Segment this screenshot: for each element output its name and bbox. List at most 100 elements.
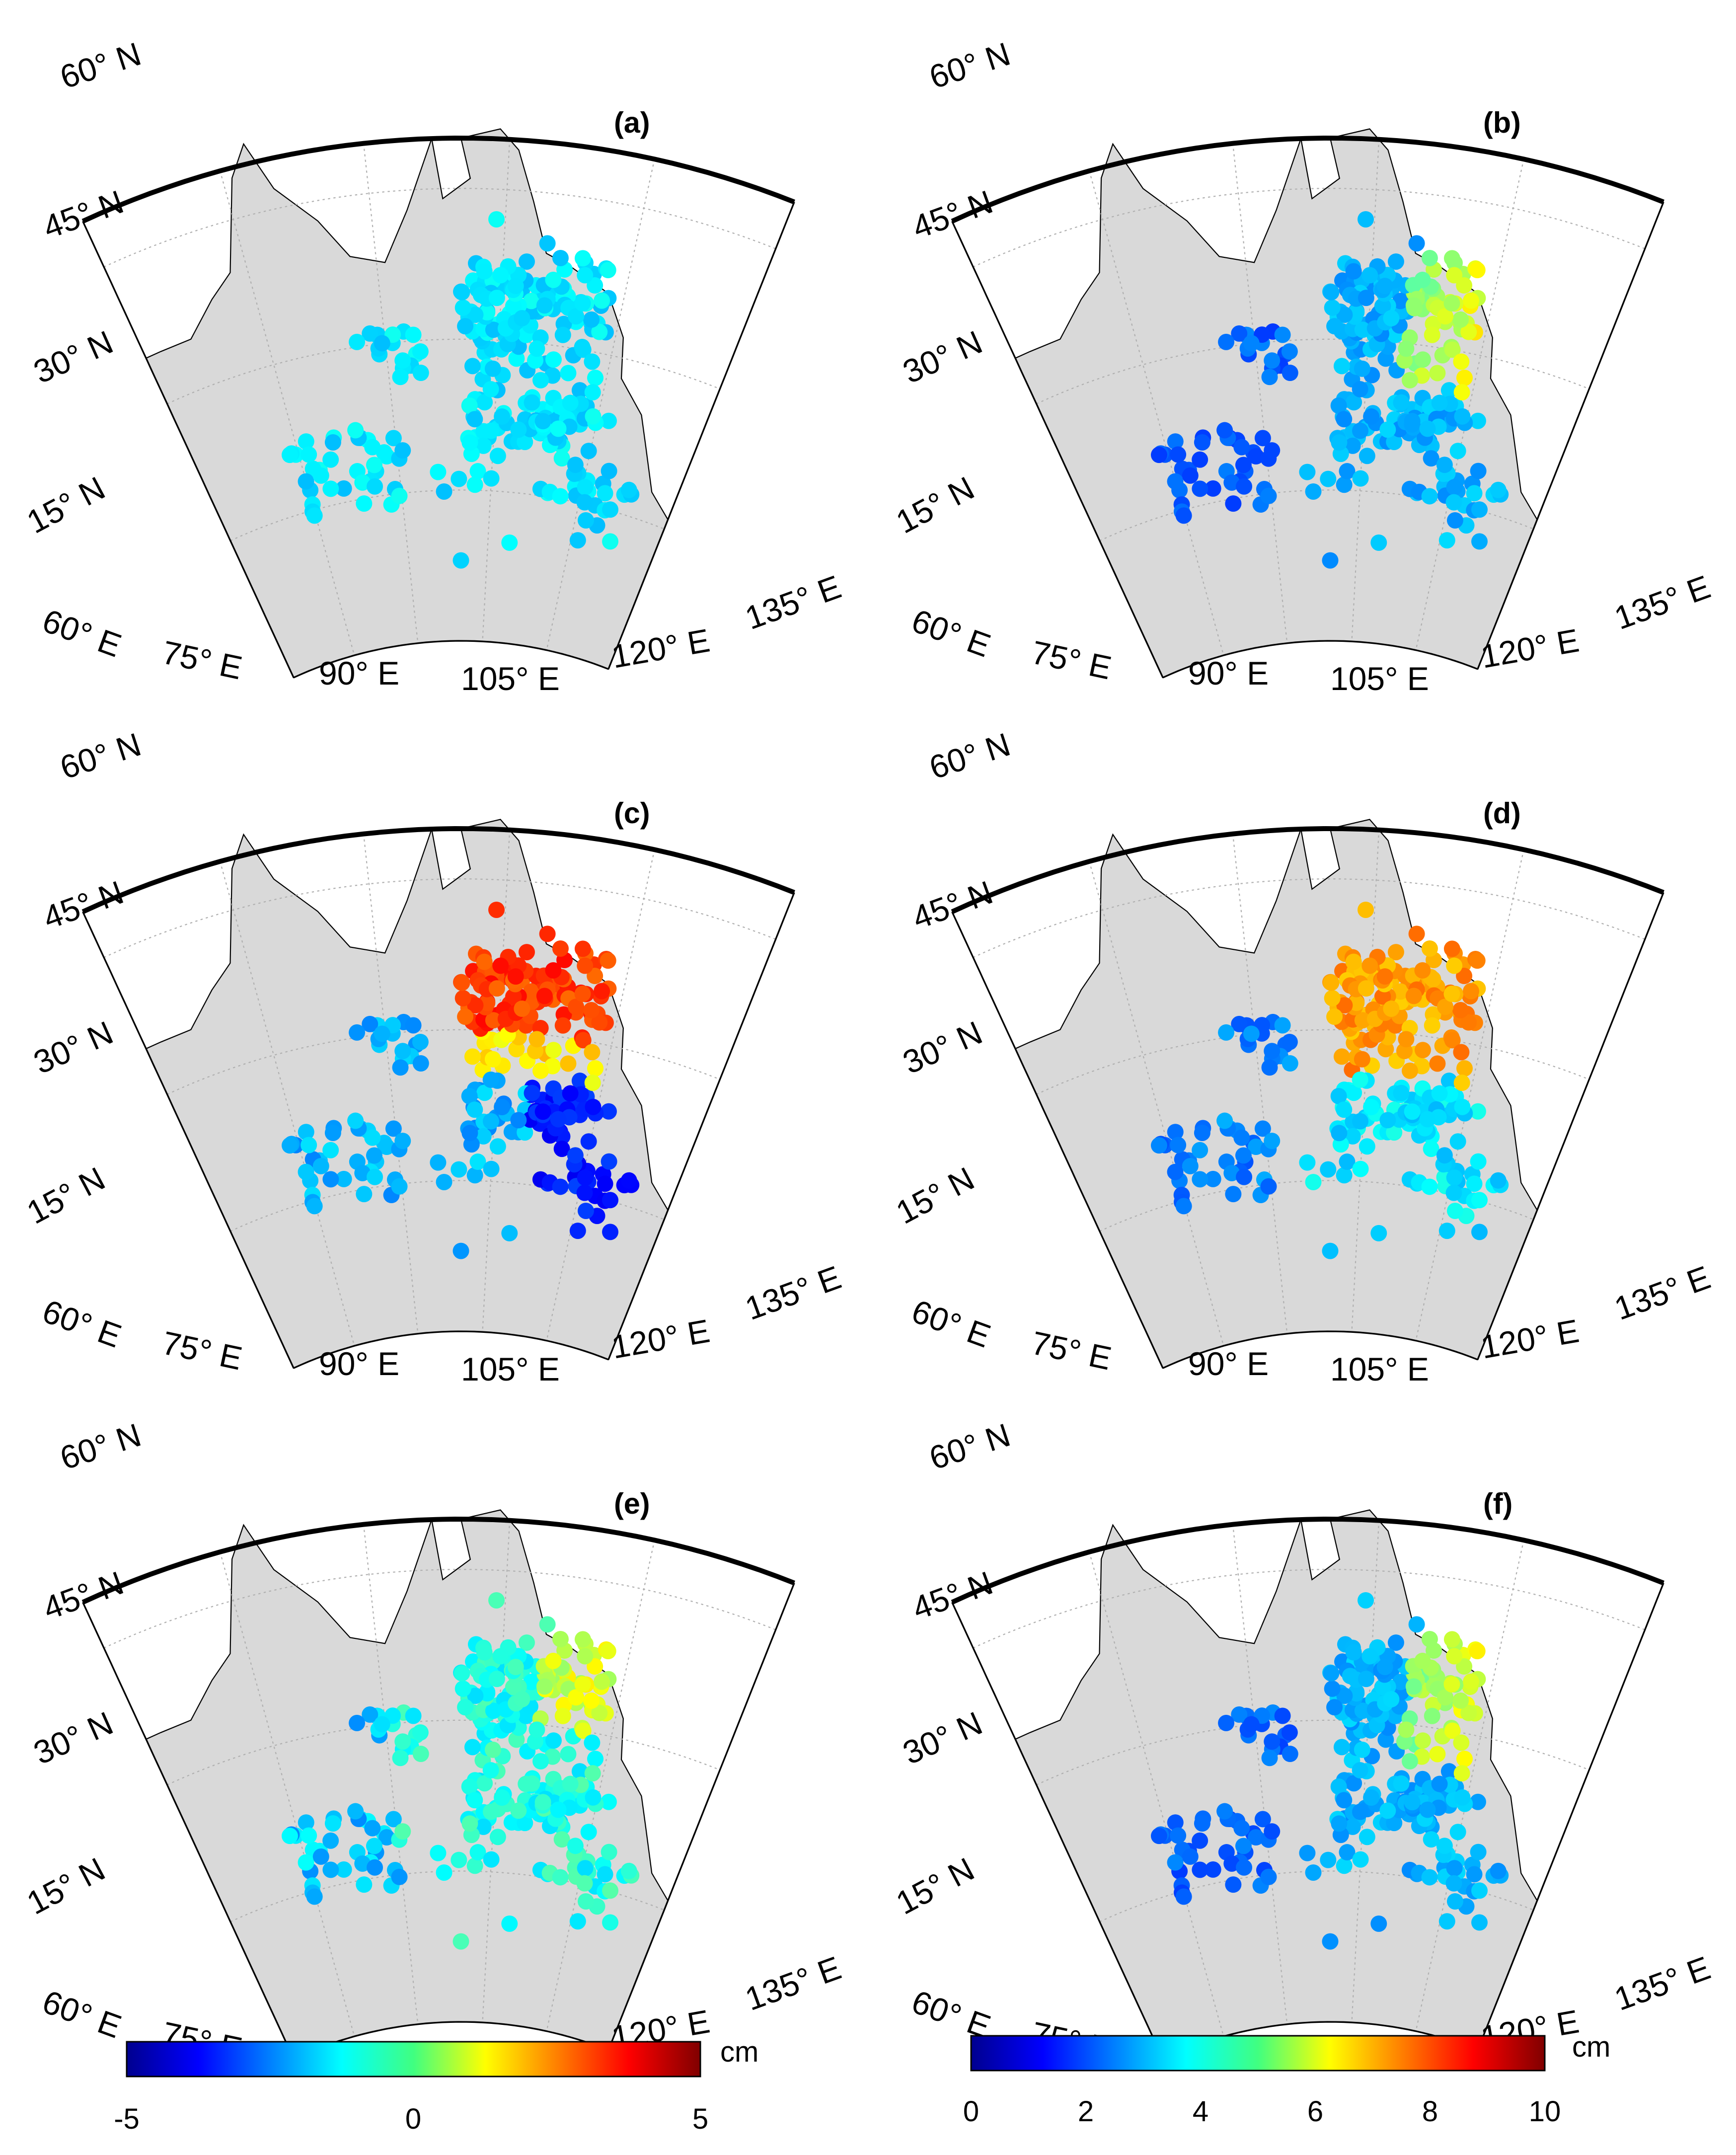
station-marker [1175, 1888, 1192, 1905]
latitude-label: 60° N [56, 35, 146, 96]
map-frame-sides [951, 201, 1664, 678]
station-marker [580, 443, 597, 460]
station-marker [507, 968, 524, 985]
graticule-meridian [1415, 159, 1524, 650]
station-marker [507, 278, 524, 295]
station-marker [1444, 341, 1461, 358]
station-marker [576, 494, 593, 511]
latitude-label: 15° N [890, 469, 980, 540]
station-marker [412, 1055, 429, 1072]
station-marker [1401, 372, 1418, 388]
station-marker [1436, 1838, 1453, 1854]
station-marker [1352, 1071, 1368, 1088]
map-frame-bottom [951, 1517, 1664, 1605]
map-panel-3: (c)60° N45° N30° N15° N60° E 75° E 90° E 10… [21, 726, 846, 1387]
station-marker [568, 999, 585, 1015]
station-marker [536, 1678, 553, 1695]
station-marker [1386, 434, 1403, 451]
station-marker [391, 1178, 408, 1195]
graticule-meridian [1232, 834, 1288, 1334]
station-marker [301, 446, 317, 463]
station-marker [1326, 1008, 1343, 1025]
station-marker [1423, 450, 1439, 467]
map-frame-sides [82, 201, 795, 678]
station-marker [553, 1141, 570, 1157]
station-marker [1446, 267, 1463, 284]
station-marker [1345, 1644, 1362, 1661]
station-marker [1352, 1803, 1368, 1820]
station-marker [550, 1801, 567, 1818]
station-marker [1453, 353, 1470, 370]
station-marker [1383, 1001, 1400, 1017]
station-marker [1326, 318, 1343, 335]
station-marker [476, 394, 493, 411]
station-marker [1345, 953, 1362, 970]
station-marker [394, 1733, 411, 1750]
station-marker [454, 990, 471, 1006]
station-marker [600, 952, 616, 969]
station-marker [1261, 369, 1278, 385]
station-marker [1358, 211, 1374, 228]
station-marker [1281, 343, 1298, 360]
station-marker [1424, 1017, 1440, 1034]
station-marker [517, 434, 533, 451]
station-marker [1405, 297, 1422, 314]
station-marker [347, 1112, 364, 1129]
station-marker [1471, 1224, 1488, 1240]
station-marker [1463, 292, 1480, 309]
station-marker [483, 1851, 500, 1868]
station-marker [1336, 307, 1353, 323]
station-marker [528, 1031, 545, 1048]
graticule-parallel [973, 188, 1646, 268]
station-marker [1192, 1171, 1208, 1188]
station-marker [1346, 394, 1362, 411]
station-marker [483, 1113, 499, 1130]
station-marker [461, 434, 478, 451]
station-marker [1359, 1829, 1375, 1846]
station-marker [354, 1164, 371, 1181]
station-marker [552, 940, 569, 957]
station-marker [1274, 1707, 1291, 1724]
station-marker [575, 1032, 592, 1049]
graticule-parallel [973, 878, 1646, 958]
station-marker [510, 1112, 527, 1129]
station-marker [306, 1198, 323, 1215]
station-marker [552, 249, 569, 266]
station-marker [1216, 1112, 1233, 1129]
station-marker [306, 1888, 323, 1905]
station-marker [1192, 1142, 1208, 1158]
station-marker [1431, 394, 1448, 411]
station-marker [594, 1673, 610, 1690]
station-marker [1454, 408, 1471, 425]
station-marker [1470, 1844, 1487, 1860]
station-marker [1170, 446, 1187, 463]
station-marker [1376, 1659, 1393, 1676]
longitude-label: 105° E [461, 660, 560, 697]
station-marker [306, 507, 323, 524]
station-marker [1216, 1803, 1233, 1820]
station-marker [1333, 1739, 1350, 1756]
station-marker [584, 384, 601, 401]
station-marker [466, 1857, 483, 1874]
station-marker [1471, 533, 1488, 550]
graticule-parallel [103, 1569, 776, 1649]
station-marker [552, 488, 569, 505]
station-marker [552, 1178, 569, 1195]
station-marker [1471, 1192, 1488, 1209]
station-marker [554, 326, 571, 343]
station-marker [482, 381, 499, 397]
station-marker [1336, 1688, 1353, 1704]
station-marker [1346, 1775, 1362, 1792]
station-marker [1264, 1043, 1281, 1060]
station-marker [1274, 1017, 1291, 1034]
map-frame-top [293, 2021, 609, 2060]
station-marker [1352, 1160, 1369, 1177]
station-marker [577, 1202, 594, 1219]
station-marker [1322, 552, 1339, 569]
station-marker [1333, 1048, 1350, 1065]
station-marker [1453, 1765, 1470, 1782]
station-marker [1235, 1147, 1252, 1164]
station-marker [1359, 1138, 1375, 1155]
station-marker [312, 467, 329, 484]
station-marker [483, 1160, 500, 1177]
